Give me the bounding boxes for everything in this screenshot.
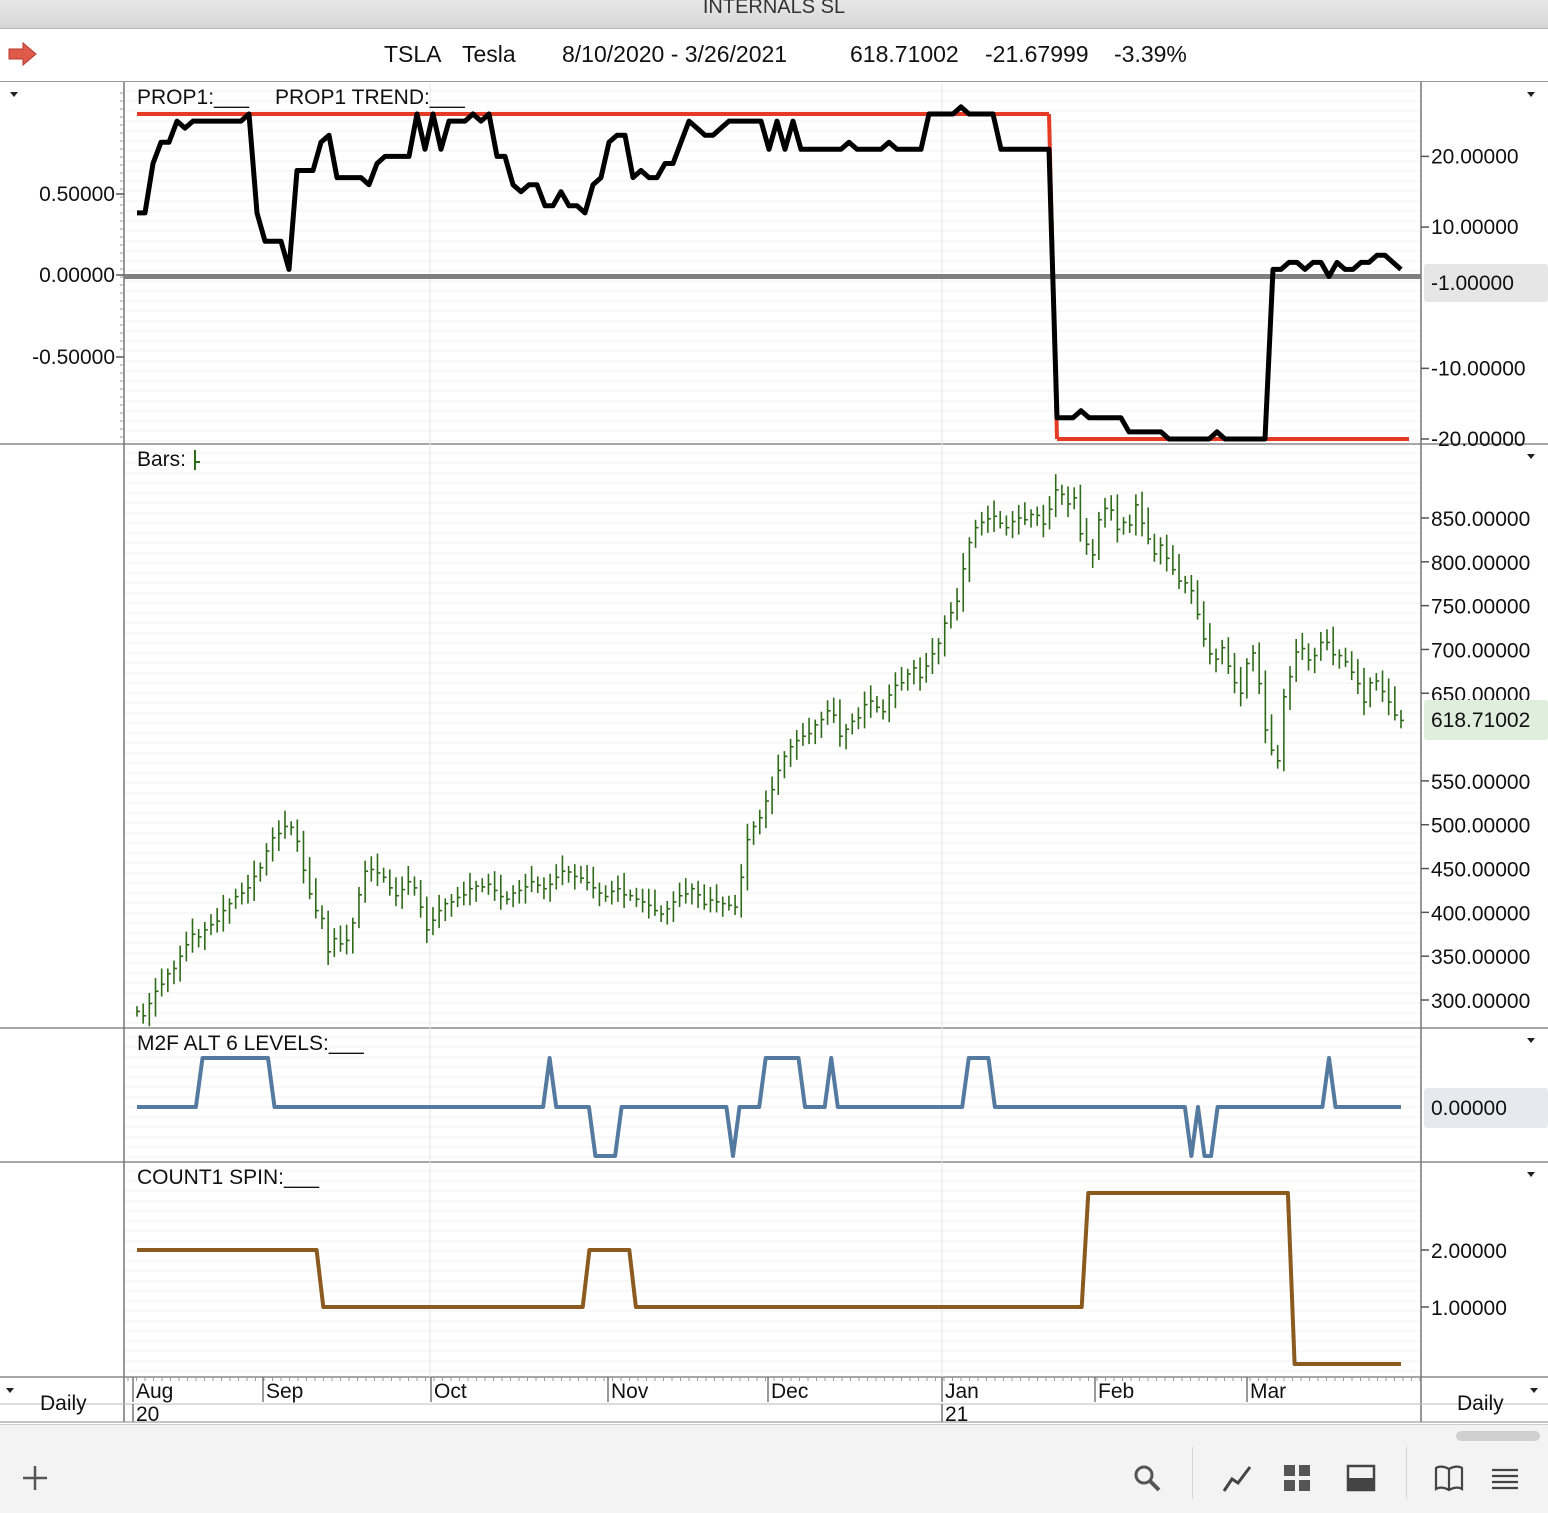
bottom-toolbar [0, 1424, 1548, 1513]
dropdown-caret-icon[interactable] [1527, 1038, 1535, 1043]
toolbar-separator [1192, 1447, 1193, 1499]
bars-right-tick-label: 700.00000 [1431, 639, 1530, 662]
year-label: 21 [945, 1403, 968, 1424]
bars-right-tick-label: 800.00000 [1431, 552, 1530, 575]
search-icon[interactable] [1132, 1463, 1162, 1493]
month-label: Aug [136, 1380, 173, 1403]
m2f-line [137, 1056, 1401, 1158]
book-icon[interactable] [1434, 1463, 1464, 1493]
count1-label: COUNT1 SPIN:___ [137, 1166, 319, 1189]
dropdown-caret-icon[interactable] [10, 92, 18, 97]
time-axis[interactable]: Aug Sep Oct Nov Dec Jan Feb Mar 20 21 Daily Daily [0, 1377, 1548, 1424]
dropdown-caret-icon[interactable] [1527, 1172, 1535, 1177]
m2f-label: M2F ALT 6 LEVELS:___ [137, 1032, 364, 1055]
last-price-callout: 618.71002 [1431, 709, 1530, 732]
month-label: Feb [1098, 1380, 1134, 1403]
horizontal-scrollbar[interactable] [1456, 1431, 1540, 1441]
month-label: Oct [434, 1380, 467, 1403]
year-label: 20 [136, 1403, 159, 1424]
grid-layout-icon[interactable] [1282, 1463, 1312, 1493]
dropdown-caret-icon[interactable] [6, 1388, 14, 1393]
last-price-callout-bg [1424, 700, 1548, 740]
prop1-value-callout-bg [1424, 264, 1548, 302]
prop1-value-callout: -1.00000 [1431, 272, 1514, 295]
prop1-trend-label: PROP1 TREND:___ [275, 86, 465, 109]
count1-right-tick-label: 1.00000 [1431, 1297, 1507, 1320]
dropdown-caret-icon[interactable] [1527, 92, 1535, 97]
month-label: Sep [266, 1380, 303, 1403]
count1-panel[interactable]: 2.00000 1.00000 COUNT1 SPIN:___ [137, 1166, 1507, 1366]
m2f-panel[interactable]: M2F ALT 6 LEVELS:___ 0.00000 [137, 1032, 1548, 1158]
draw-line-icon[interactable] [1222, 1463, 1252, 1493]
prop1-right-tick-label: -10.00000 [1431, 357, 1526, 380]
m2f-value-callout-bg [1424, 1088, 1548, 1128]
prop1-right-tick-label: -20.00000 [1431, 428, 1526, 451]
chart-frame [0, 82, 1548, 1422]
window-title-text: INTERNALS SL [702, 0, 846, 18]
toolbar-separator [1406, 1447, 1407, 1499]
menu-list-icon[interactable] [1490, 1463, 1520, 1493]
timeframe-right[interactable]: Daily [1457, 1392, 1504, 1415]
company-name: Tesla [462, 41, 516, 67]
chart-area[interactable]: 0.50000 0.00000 -0.50000 20.00000 10.00000 -1… [0, 82, 1548, 1424]
prop1-left-tick-label: 0.00000 [39, 264, 115, 287]
bars-right-tick-label: 400.00000 [1431, 902, 1530, 925]
percent-change: -3.39% [1114, 41, 1187, 67]
count1-line [137, 1191, 1401, 1366]
net-change: -21.67999 [985, 41, 1089, 67]
prop1-right-tick-label: 20.00000 [1431, 145, 1519, 168]
bars-right-tick-label: 750.00000 [1431, 596, 1530, 619]
bars-right-tick-label: 850.00000 [1431, 508, 1530, 531]
dropdown-caret-icon[interactable] [1530, 1388, 1538, 1393]
bars-label: Bars: [137, 448, 186, 471]
bars-panel[interactable]: 850.00000800.00000750.00000700.00000650.… [136, 448, 1548, 1027]
month-label: Jan [945, 1380, 979, 1403]
panel-layout-icon[interactable] [1346, 1463, 1376, 1493]
timeframe-left[interactable]: Daily [40, 1392, 87, 1415]
arrow-right-icon[interactable] [8, 41, 38, 67]
m2f-value-callout: 0.00000 [1431, 1097, 1507, 1120]
bars-right-tick-label: 450.00000 [1431, 859, 1530, 882]
month-label: Dec [771, 1380, 808, 1403]
prop1-right-tick-label: 10.00000 [1431, 216, 1519, 239]
prop1-left-tick-label: 0.50000 [39, 183, 115, 206]
date-range: 8/10/2020 - 3/26/2021 [562, 41, 788, 67]
count1-right-tick-label: 2.00000 [1431, 1240, 1507, 1263]
prop1-left-tick-label: -0.50000 [32, 346, 115, 369]
prop1-line [137, 104, 1403, 442]
prop1-panel[interactable]: 0.50000 0.00000 -0.50000 20.00000 10.00000 -1… [32, 86, 1548, 451]
last-price: 618.71002 [850, 41, 959, 67]
bars-right-tick-label: 550.00000 [1431, 771, 1530, 794]
prop1-label: PROP1:___ [137, 86, 249, 109]
month-label: Mar [1250, 1380, 1286, 1403]
bars-right-tick-label: 500.00000 [1431, 815, 1530, 838]
add-icon[interactable] [20, 1463, 50, 1493]
bars-right-tick-label: 350.00000 [1431, 946, 1530, 969]
symbol: TSLA [384, 41, 442, 67]
quote-header: TSLA Tesla 8/10/2020 - 3/26/2021 618.710… [0, 29, 1548, 82]
dropdown-caret-icon[interactable] [1527, 454, 1535, 459]
window-title: INTERNALS SL [0, 0, 1548, 29]
month-label: Nov [611, 1380, 649, 1403]
bars-right-tick-label: 300.00000 [1431, 990, 1530, 1013]
